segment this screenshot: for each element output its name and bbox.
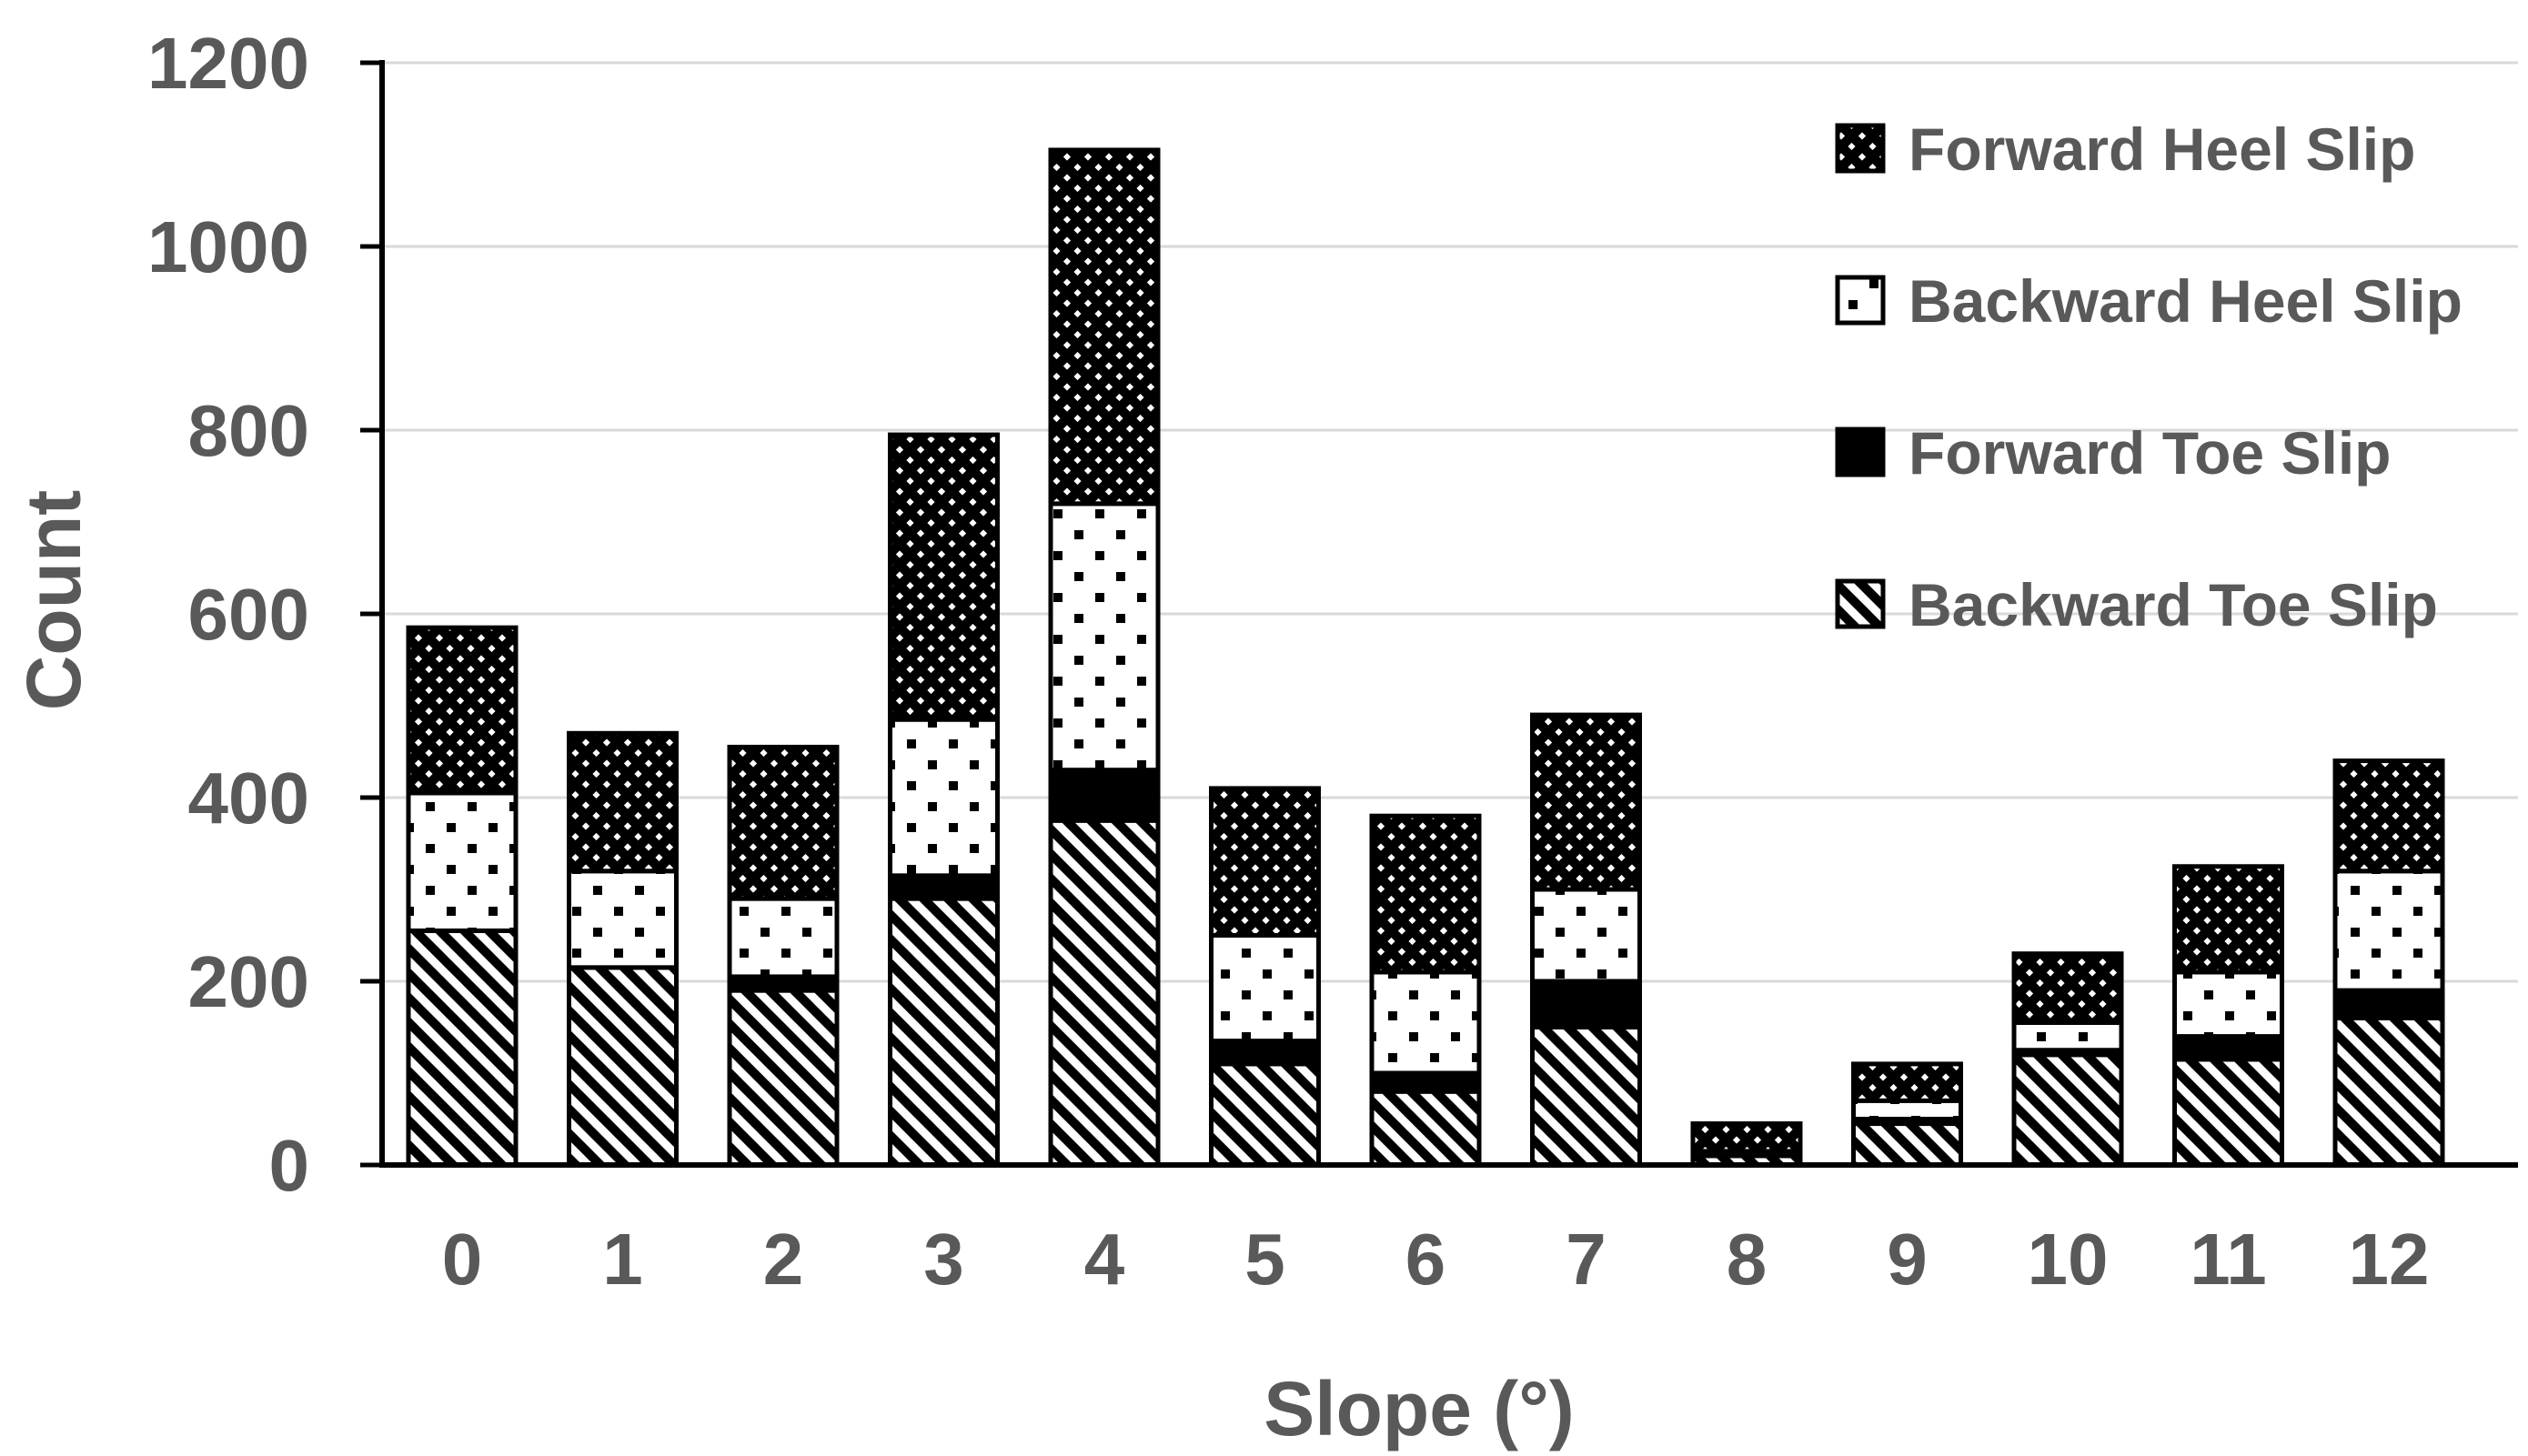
legend-item: Backward Toe Slip: [1835, 571, 2438, 638]
x-tick-label: 12: [2349, 1219, 2430, 1300]
bar-segment-3-crosshatch: [888, 432, 1000, 722]
y-tick-label: 400: [188, 758, 309, 838]
legend-swatch-backward-heel-slip-icon: [1835, 275, 1886, 326]
x-tick-label: 0: [442, 1219, 483, 1300]
bars: [406, 147, 2445, 1168]
bar-segment-10-crosshatch: [2011, 951, 2124, 1025]
bar-segment-7-dots: [1530, 887, 1642, 984]
x-tick-label: 1: [602, 1219, 643, 1300]
x-tick-label: 4: [1084, 1219, 1125, 1300]
bar-segment-5-crosshatch: [1209, 786, 1321, 939]
legend-item: Forward Toe Slip: [1835, 419, 2391, 487]
x-axis-title: Slope (°): [1264, 1366, 1575, 1451]
bar-segment-4-diagonal: [1048, 818, 1161, 1168]
y-tick-labels: 0 200 400 600 800 1000 1200: [147, 23, 309, 1206]
bar-segment-9-diagonal: [1851, 1121, 1963, 1168]
bar-segment-5-diagonal: [1209, 1061, 1321, 1168]
x-tick-label: 6: [1405, 1219, 1446, 1300]
bar-segment-7-diagonal: [1530, 1025, 1642, 1168]
bar-segment-6-solid: [1369, 1070, 1482, 1094]
bar-segment-6-dots: [1369, 969, 1482, 1076]
bar-segment-7-solid: [1530, 979, 1642, 1029]
legend-item: Forward Heel Slip: [1835, 115, 2415, 183]
bar-segment-1-diagonal: [567, 965, 679, 1168]
bar-segment-12-dots: [2332, 869, 2445, 993]
bar-segment-9-dots: [1851, 1098, 1963, 1122]
y-tick-label: 1000: [147, 206, 309, 287]
x-tick-label: 10: [2028, 1219, 2109, 1300]
y-tick-label: 200: [188, 941, 309, 1022]
x-tick-labels: 0 1 2 3 4 5 6 7 8 9 10 11 12: [442, 1219, 2430, 1300]
legend-label-backward-toe-slip: Backward Toe Slip: [1909, 571, 2438, 638]
y-tick-label: 0: [269, 1125, 310, 1206]
legend-swatch-backward-toe-slip-icon: [1835, 578, 1886, 629]
bar-segment-6-crosshatch: [1369, 813, 1482, 975]
bar-segment-11-crosshatch: [2172, 864, 2284, 975]
x-tick-label: 8: [1727, 1219, 1768, 1300]
legend-label-forward-toe-slip: Forward Toe Slip: [1909, 419, 2391, 487]
bar-segment-2-crosshatch: [727, 744, 840, 901]
y-axis-title: Count: [11, 490, 96, 711]
legend-label-backward-heel-slip: Backward Heel Slip: [1909, 267, 2463, 335]
x-tick-label: 5: [1244, 1219, 1285, 1300]
bar-segment-7-crosshatch: [1530, 712, 1642, 892]
bar-segment-0-crosshatch: [406, 625, 519, 796]
bar-segment-12-diagonal: [2332, 1015, 2445, 1168]
bar-segment-2-diagonal: [727, 988, 840, 1168]
bar-segment-4-solid: [1048, 768, 1161, 823]
legend-item: Backward Heel Slip: [1835, 267, 2463, 335]
y-tick-label: 1200: [147, 23, 309, 104]
bar-segment-12-solid: [2332, 988, 2445, 1020]
bar-segment-2-dots: [727, 896, 840, 979]
legend-swatch-forward-heel-slip-icon: [1835, 123, 1886, 174]
x-tick-label: 2: [763, 1219, 804, 1300]
legend-label-forward-heel-slip: Forward Heel Slip: [1909, 115, 2415, 183]
bar-segment-5-solid: [1209, 1039, 1321, 1067]
bar-segment-0-dots: [406, 790, 519, 933]
x-tick-label: 3: [923, 1219, 964, 1300]
bar-segment-9-crosshatch: [1851, 1061, 1963, 1103]
bar-segment-0-diagonal: [406, 928, 519, 1168]
bar-segment-1-dots: [567, 869, 679, 970]
bar-segment-4-crosshatch: [1048, 147, 1161, 507]
bar-segment-1-crosshatch: [567, 730, 679, 874]
axes: [360, 60, 2518, 1168]
bar-segment-4-dots: [1048, 501, 1161, 773]
bar-segment-8-crosshatch: [1690, 1121, 1803, 1154]
x-tick-label: 9: [1887, 1219, 1928, 1300]
x-tick-label: 7: [1566, 1219, 1606, 1300]
y-tick-label: 800: [188, 390, 309, 471]
bar-segment-6-diagonal: [1369, 1089, 1482, 1168]
legend: Forward Heel Slip Backward Heel Slip For…: [1835, 115, 2463, 638]
bar-segment-11-diagonal: [2172, 1057, 2284, 1168]
bar-segment-3-solid: [888, 873, 1000, 901]
legend-swatch-forward-toe-slip-icon: [1835, 427, 1886, 477]
bar-segment-10-diagonal: [2011, 1052, 2124, 1168]
bar-segment-12-crosshatch: [2332, 758, 2445, 874]
bar-segment-11-solid: [2172, 1034, 2284, 1062]
bar-segment-11-dots: [2172, 969, 2284, 1039]
bar-segment-3-diagonal: [888, 896, 1000, 1168]
bar-segment-10-dots: [2011, 1019, 2124, 1053]
y-tick-label: 600: [188, 574, 309, 655]
bar-segment-5-dots: [1209, 933, 1321, 1044]
bar-segment-3-dots: [888, 717, 1000, 879]
x-tick-label: 11: [2190, 1219, 2267, 1300]
